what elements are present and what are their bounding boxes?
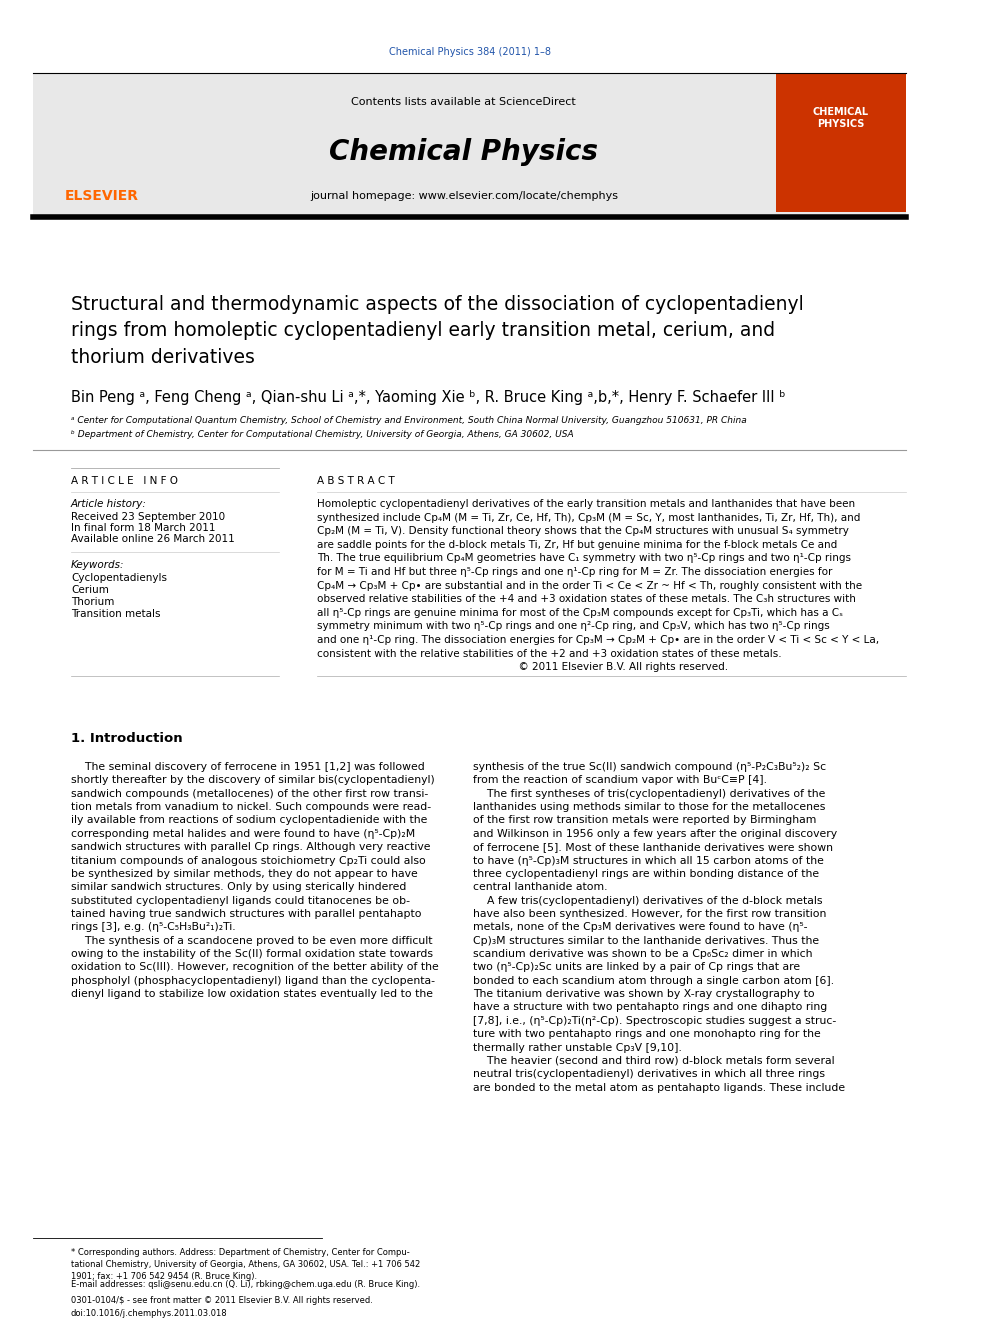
Text: ᵃ Center for Computational Quantum Chemistry, School of Chemistry and Environmen: ᵃ Center for Computational Quantum Chemi… — [71, 415, 747, 425]
Text: ELSEVIER: ELSEVIER — [64, 189, 138, 202]
Text: A R T I C L E   I N F O: A R T I C L E I N F O — [71, 476, 178, 486]
Text: * Corresponding authors. Address: Department of Chemistry, Center for Compu-
tat: * Corresponding authors. Address: Depart… — [71, 1248, 421, 1281]
Text: The seminal discovery of ferrocene in 1951 [1,2] was followed
shortly thereafter: The seminal discovery of ferrocene in 19… — [71, 762, 438, 999]
Text: journal homepage: www.elsevier.com/locate/chemphys: journal homepage: www.elsevier.com/locat… — [310, 191, 618, 201]
Text: synthesis of the true Sc(II) sandwich compound (η⁵-P₂C₃Bu⁵₂)₂ Sc
from the reacti: synthesis of the true Sc(II) sandwich co… — [473, 762, 845, 1093]
Bar — [33, 73, 906, 216]
Text: Structural and thermodynamic aspects of the dissociation of cyclopentadienyl
rin: Structural and thermodynamic aspects of … — [71, 295, 804, 366]
Text: E-mail addresses: qsli@senu.edu.cn (Q. Li), rbking@chem.uga.edu (R. Bruce King).: E-mail addresses: qsli@senu.edu.cn (Q. L… — [71, 1279, 421, 1289]
Text: Bin Peng ᵃ, Feng Cheng ᵃ, Qian-shu Li ᵃ,*, Yaoming Xie ᵇ, R. Bruce King ᵃ,b,*, H: Bin Peng ᵃ, Feng Cheng ᵃ, Qian-shu Li ᵃ,… — [71, 390, 786, 405]
Text: 1. Introduction: 1. Introduction — [71, 732, 183, 745]
Text: In final form 18 March 2011: In final form 18 March 2011 — [71, 523, 215, 533]
Text: Transition metals: Transition metals — [71, 609, 161, 619]
Text: Cerium: Cerium — [71, 585, 109, 595]
Text: Received 23 September 2010: Received 23 September 2010 — [71, 512, 225, 523]
Text: Contents lists available at ScienceDirect: Contents lists available at ScienceDirec… — [351, 97, 576, 107]
Bar — [776, 73, 906, 212]
Text: Available online 26 March 2011: Available online 26 March 2011 — [71, 534, 235, 544]
Text: CHEMICAL
PHYSICS: CHEMICAL PHYSICS — [812, 107, 869, 128]
Text: Article history:: Article history: — [71, 499, 147, 509]
Text: 0301-0104/$ - see front matter © 2011 Elsevier B.V. All rights reserved.: 0301-0104/$ - see front matter © 2011 El… — [71, 1297, 373, 1304]
Text: Chemical Physics: Chemical Physics — [329, 138, 598, 165]
Text: Chemical Physics 384 (2011) 1–8: Chemical Physics 384 (2011) 1–8 — [389, 48, 551, 57]
Text: Keywords:: Keywords: — [71, 560, 125, 570]
Text: ᵇ Department of Chemistry, Center for Computational Chemistry, University of Geo: ᵇ Department of Chemistry, Center for Co… — [71, 430, 573, 439]
Text: Homoleptic cyclopentadienyl derivatives of the early transition metals and lanth: Homoleptic cyclopentadienyl derivatives … — [317, 499, 879, 672]
Text: doi:10.1016/j.chemphys.2011.03.018: doi:10.1016/j.chemphys.2011.03.018 — [71, 1308, 227, 1318]
Text: A B S T R A C T: A B S T R A C T — [317, 476, 395, 486]
Text: Thorium: Thorium — [71, 597, 114, 607]
Text: Cyclopentadienyls: Cyclopentadienyls — [71, 573, 167, 583]
